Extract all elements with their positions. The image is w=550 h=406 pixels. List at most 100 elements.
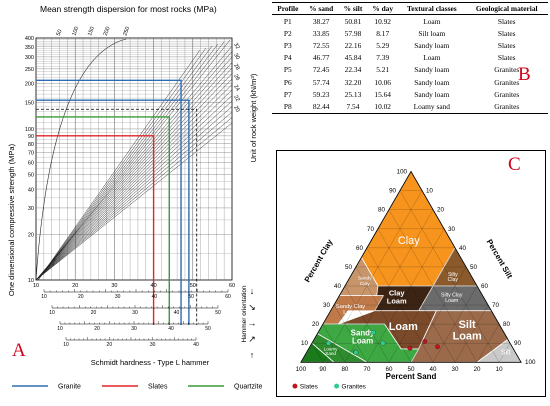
y-tick-label: 300	[25, 55, 34, 61]
table-cell: Slates	[497, 40, 516, 50]
top-tick-label: 150	[87, 26, 96, 37]
table-cell: P8	[272, 100, 304, 114]
quartzite-line	[36, 116, 170, 325]
granites-point	[353, 349, 359, 355]
grid-line	[344, 285, 390, 363]
grid-line	[333, 305, 368, 363]
silty-clay-loam-label: Silty Clay Loam	[441, 293, 463, 304]
density-line	[35, 89, 233, 281]
column-header: % silt	[338, 2, 368, 15]
table-body: P1 38.27 50.81 10.92 Loam Slates P2 33.85 57.98 8…	[272, 15, 548, 114]
y-axis-label: One dimensional compressive strength (MP…	[7, 143, 16, 296]
table-cell: Granites	[494, 89, 520, 99]
table-cell: 57.98	[344, 28, 362, 38]
silt-tick: 90	[514, 340, 521, 347]
sand-tick: 90	[319, 366, 326, 373]
legend-label: Quartzite	[234, 384, 263, 391]
density-line	[37, 45, 213, 281]
y-tick-label: 30	[28, 206, 34, 212]
sand-tick: 50	[408, 366, 415, 373]
x-axis-label: Schmidt hardness - Type L hammer	[91, 358, 210, 367]
clay-tick: 90	[389, 188, 396, 195]
table-cell: Loam	[423, 53, 441, 63]
panel-a-tag: A	[12, 340, 26, 361]
top-tick-label: 250	[122, 26, 131, 37]
table-cell: Slates	[497, 53, 516, 63]
density-tick: 26	[232, 74, 240, 82]
table-cell: 33.85	[312, 28, 330, 38]
grid-line	[399, 190, 500, 363]
table-cell: 57.74	[312, 77, 330, 87]
clay-tick: 100	[397, 169, 408, 176]
density-axis-label: Unit of rock weight (kN/m³)	[249, 73, 258, 162]
scale-tick-label: 30	[115, 294, 121, 300]
sandy-clay-label: Sandy Clay	[358, 276, 373, 287]
scale-tick-label: 60	[225, 294, 231, 300]
density-line	[35, 73, 233, 281]
density-line	[35, 117, 233, 281]
table-cell: Slates	[497, 28, 516, 38]
table-cell: 10.06	[374, 77, 392, 87]
scale-tick-label: 20	[91, 310, 97, 316]
scale-tick-label: 10	[49, 310, 55, 316]
table-cell: 5.21	[376, 65, 390, 75]
density-tick: 28	[232, 63, 240, 71]
sand-tick: 80	[341, 366, 348, 373]
correction-scales: 10 20 30 40 50 60 ↓ 10 20 30 40 50 ↘ 10 20 30 40 50 → 10 20 3…	[41, 286, 256, 360]
x-tick-label: 40	[151, 283, 157, 289]
table-cell: 82.44	[303, 100, 339, 114]
sand-tick: 40	[430, 366, 437, 373]
grid-line	[322, 324, 346, 363]
table-cell: P7	[283, 89, 292, 99]
scale-tick-label: 50	[205, 326, 211, 332]
table-cell: 72.45	[312, 65, 330, 75]
density-tick: 22	[232, 95, 240, 103]
schmidt-hammer-chart: 32 30 28 26 24 22 20 10 20 30 40 50 60 70 80 90 100 150 2…	[0, 0, 270, 401]
y-tick-label: 200	[25, 82, 34, 88]
table-cell: 22.34	[344, 65, 362, 75]
table-row: P2 33.85 57.98 8.17 Silt loam Slates	[272, 27, 548, 39]
axis-ticks: 1020304050607080901001502002503003504001…	[25, 26, 235, 289]
table-cell: 38.27	[312, 16, 330, 26]
percent-silt-label: Percent Silt	[485, 238, 515, 281]
orientation-arrow-icon: ↘	[248, 302, 256, 312]
scale-tick-label: 10	[63, 342, 69, 348]
loamy-sand-label: Loamy Sand	[324, 346, 338, 356]
orientation-arrow-icon: ↑	[250, 350, 255, 360]
rock-legend: Granite Slates Quartzite	[12, 384, 263, 391]
y-tick-label: 100	[25, 127, 34, 133]
x-tick-label: 20	[72, 283, 78, 289]
table-cell: 25.13	[344, 89, 362, 99]
scale-tick-label: 10	[57, 326, 63, 332]
panel-b-tag: B	[518, 64, 531, 85]
top-tick-label: 200	[103, 26, 112, 37]
density-line	[35, 62, 233, 281]
table-cell: Sandy loam	[414, 40, 450, 50]
column-header: % day	[367, 2, 399, 15]
y-tick-label: 400	[25, 36, 34, 42]
soil-table-panel: Profile% sand% silt% day Textural classes…	[272, 2, 548, 142]
clay-tick: 80	[378, 207, 385, 214]
scale-tick-label: 40	[168, 326, 174, 332]
silt-tick: 60	[481, 283, 488, 290]
legend-label: Granites	[342, 384, 366, 391]
density-line	[35, 106, 233, 281]
table-row: P6 57.74 32.20 10.06 Sandy loam Granites	[272, 76, 548, 88]
plot-frame	[35, 37, 233, 281]
density-line	[37, 41, 225, 281]
triangle-ticks: 10 10 10 20 20 20 30 30 30 40 40 40 50 50 50 60 60 60 70 70…	[296, 169, 536, 374]
silt-tick: 10	[426, 188, 433, 195]
granite-line	[36, 99, 190, 325]
x-tick-label: 10	[33, 283, 39, 289]
silt-tick: 20	[437, 207, 444, 214]
y-tick-label: 80	[28, 142, 34, 148]
clay-tick: 20	[312, 321, 319, 328]
table-cell: P1	[283, 16, 292, 26]
density-line	[35, 67, 233, 281]
sandy-clay-loam-label: Sandy Clay Loam	[336, 304, 366, 316]
table-cell: Granites	[494, 65, 520, 75]
clay-tick: 40	[334, 283, 341, 290]
y-tick-label: 350	[25, 45, 34, 51]
table-cell: 7.54	[338, 100, 368, 114]
density-line	[35, 56, 233, 281]
